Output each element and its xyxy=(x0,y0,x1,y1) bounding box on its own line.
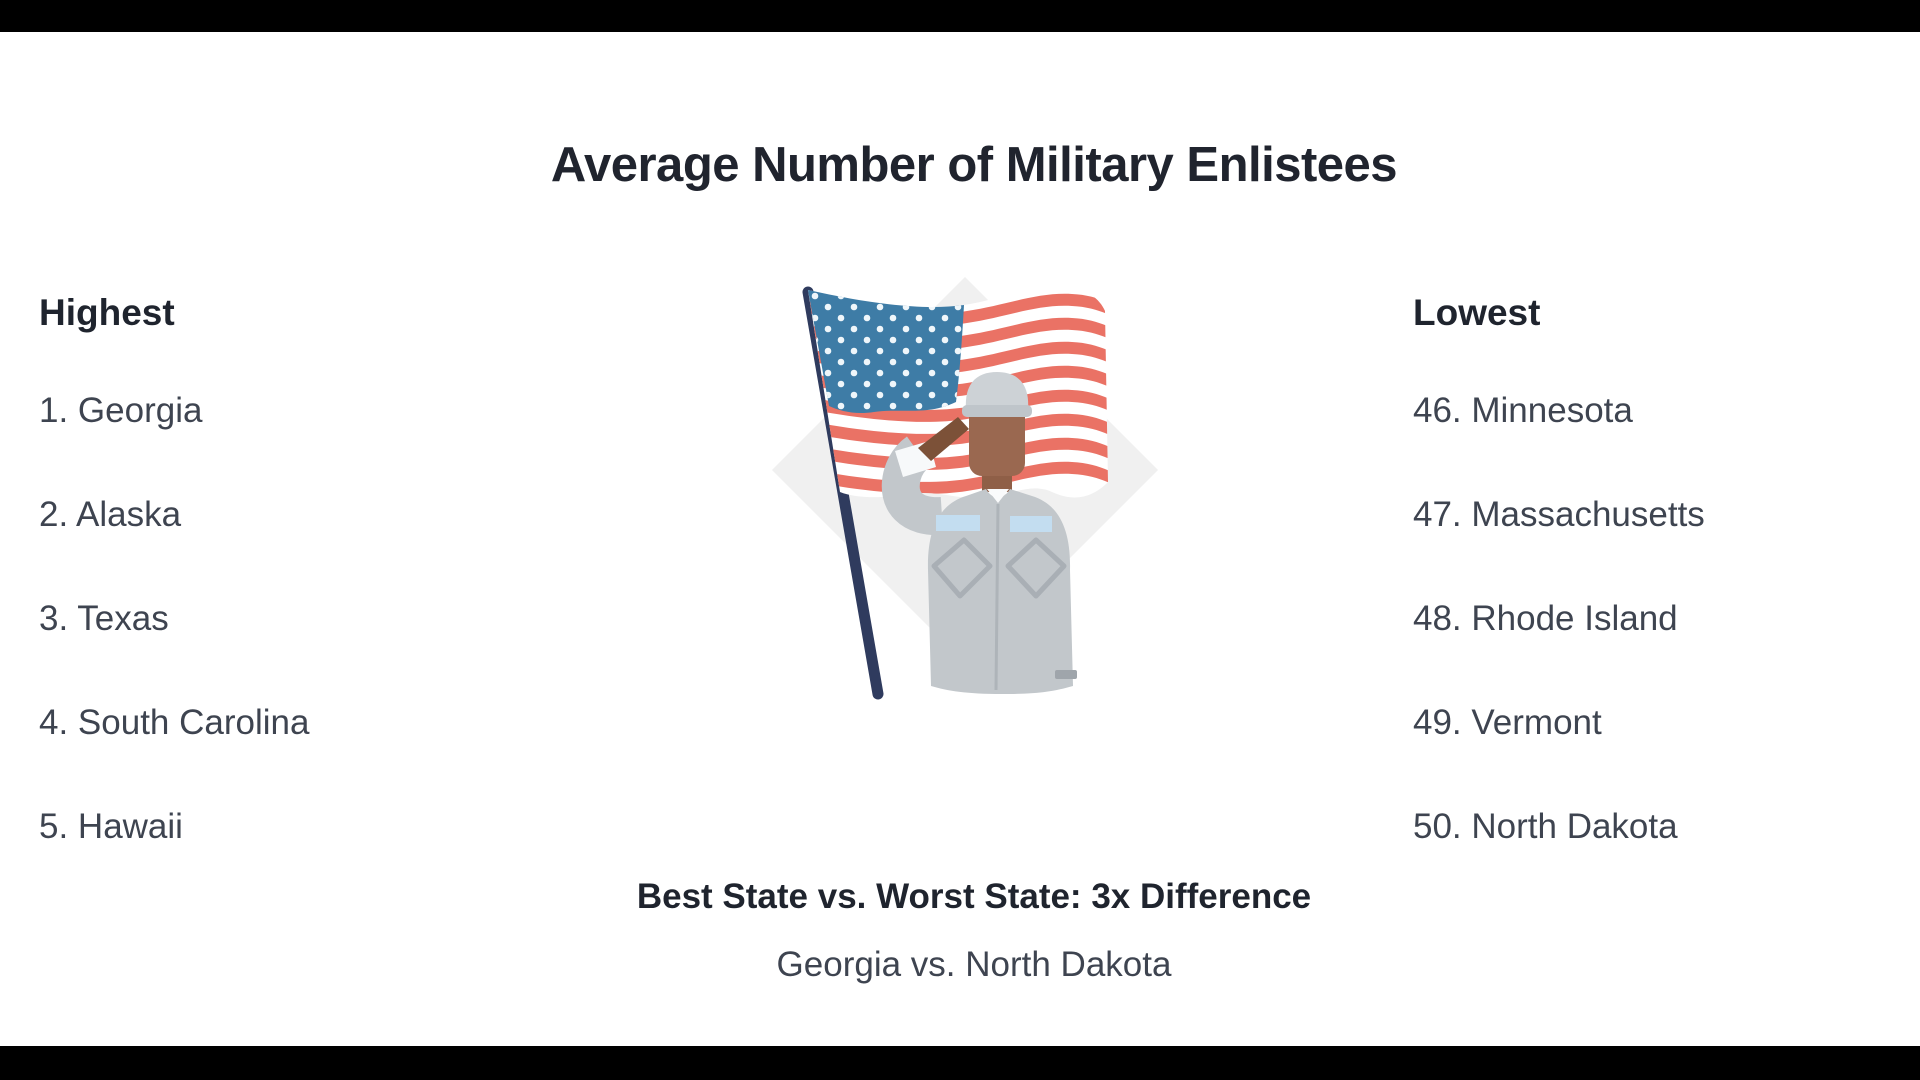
salute-hand xyxy=(918,417,969,461)
undershirt-collar xyxy=(987,489,1009,503)
lowest-ranking-list: 46. Minnesota 47. Massachusetts 48. Rhod… xyxy=(1413,390,1705,848)
top-letterbox-bar xyxy=(0,0,1920,32)
ranking-item: 5. Hawaii xyxy=(39,807,183,846)
lowest-ranking-column: Lowest 46. Minnesota 47. Massachusetts 4… xyxy=(1413,291,1705,848)
chest-pocket-right xyxy=(1005,537,1067,599)
comparison-headline: Best State vs. Worst State: 3x Differenc… xyxy=(636,877,1312,916)
comparison-subline: Georgia vs. North Dakota xyxy=(776,945,1172,984)
soldier-face xyxy=(969,400,1025,476)
flag-canton xyxy=(808,290,964,414)
highest-ranking-column: Highest 1. Georgia 2. Alaska 3. Texas 4.… xyxy=(39,291,309,848)
chest-pocket-left xyxy=(931,537,993,599)
saluting-soldier-flag-illustration xyxy=(772,277,1158,700)
ranking-item: 47. Massachusetts xyxy=(1413,495,1705,534)
ranking-item: 46. Minnesota xyxy=(1413,391,1633,430)
bottom-letterbox-bar xyxy=(0,1046,1920,1080)
ranking-item: 49. Vermont xyxy=(1413,703,1602,742)
ranking-item: 48. Rhode Island xyxy=(1413,599,1678,638)
ranking-item: 3. Texas xyxy=(39,599,169,638)
infographic-canvas: Average Number of Military Enlistees Hig… xyxy=(0,32,1920,1046)
soldier-figure xyxy=(881,372,1077,694)
highest-column-header: Highest xyxy=(39,292,175,333)
ranking-item: 1. Georgia xyxy=(39,391,203,430)
jacket-zipper-line xyxy=(994,503,1000,691)
ranking-item: 2. Alaska xyxy=(39,495,182,534)
us-flag xyxy=(808,285,1108,499)
soldier-cap-crown xyxy=(965,372,1029,410)
soldier-cap-band xyxy=(962,405,1032,417)
name-tape-left xyxy=(936,515,980,531)
name-tape-right xyxy=(1010,516,1052,532)
ranking-item: 50. North Dakota xyxy=(1413,807,1678,846)
ranking-item: 4. South Carolina xyxy=(39,703,310,742)
jacket-hem-tab xyxy=(1055,670,1077,679)
highest-ranking-list: 1. Georgia 2. Alaska 3. Texas 4. South C… xyxy=(39,390,309,848)
lowest-column-header: Lowest xyxy=(1413,292,1541,333)
page-title: Average Number of Military Enlistees xyxy=(550,138,1398,192)
